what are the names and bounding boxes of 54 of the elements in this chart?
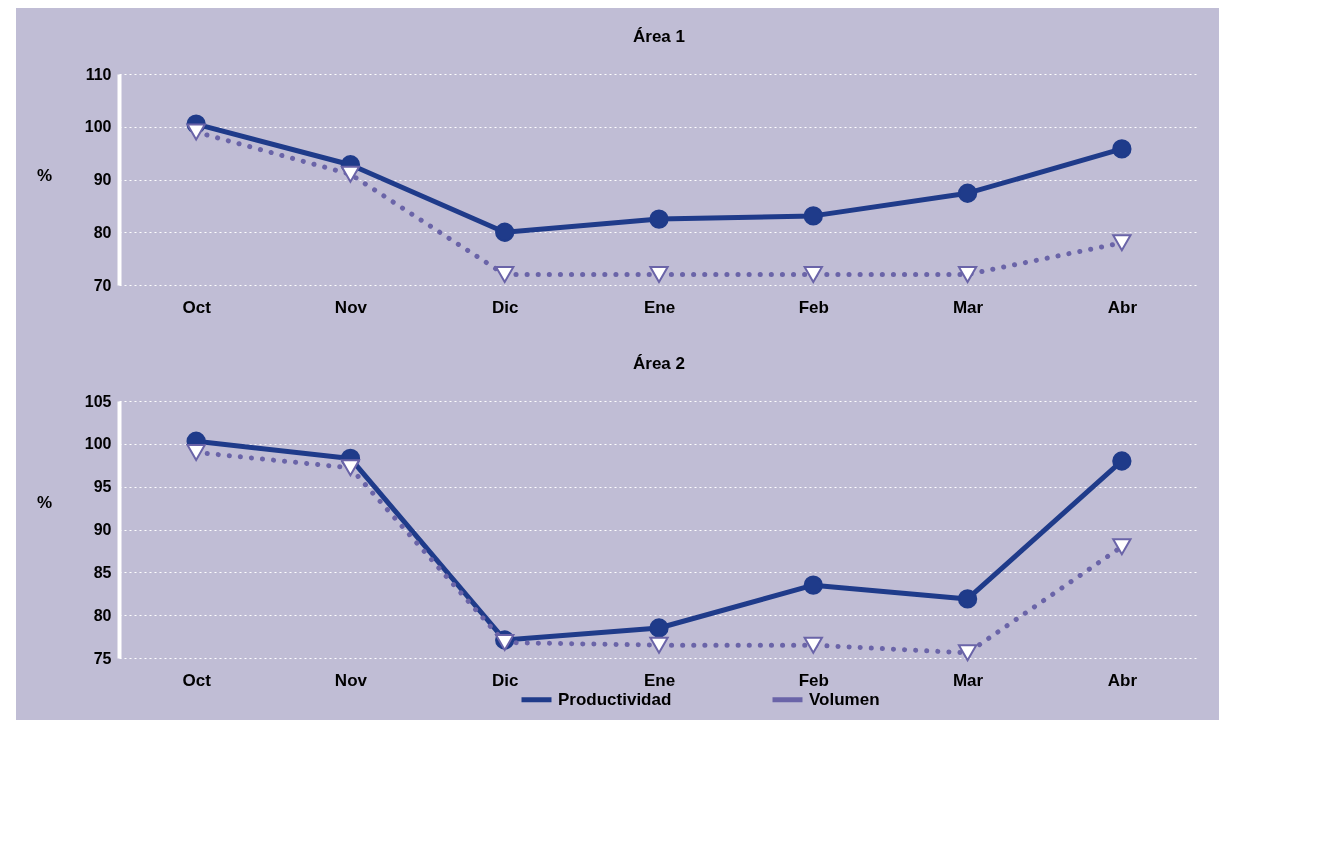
x-tick-label: Nov [334, 297, 368, 317]
y-tick-label: 85 [93, 563, 112, 581]
point [803, 265, 823, 283]
x-tick-label: Abr [1107, 670, 1138, 690]
x-tick-label: Ene [643, 670, 676, 690]
y-tick-label: 100 [84, 435, 112, 453]
point [649, 209, 669, 229]
y-axis-title: % [36, 165, 53, 185]
y-tick-label: 105 [84, 392, 112, 410]
y-tick-label: 110 [85, 65, 112, 83]
x-tick-label: Dic [491, 670, 519, 690]
point [649, 618, 669, 638]
point [649, 265, 669, 283]
x-tick-label: Mar [952, 670, 984, 690]
legend-label: Productividad [558, 689, 672, 709]
x-tick-label: Feb [798, 297, 829, 317]
point [186, 443, 206, 461]
y-axis-title: % [36, 492, 53, 512]
chart-title: Área 1 [633, 27, 685, 46]
y-tick-label: 95 [93, 478, 112, 496]
point [803, 206, 823, 226]
x-tick-label: Oct [182, 297, 212, 317]
x-tick-label: Mar [952, 297, 984, 317]
y-tick-label: 70 [93, 276, 112, 294]
x-tick-label: Dic [491, 297, 519, 317]
point [957, 589, 978, 609]
point [1112, 538, 1132, 556]
point [495, 265, 515, 283]
point [495, 222, 515, 242]
point [1112, 451, 1132, 471]
x-tick-label: Feb [798, 670, 829, 690]
chart-title: Área 2 [633, 354, 685, 373]
point [186, 123, 206, 141]
x-tick-label: Nov [334, 670, 368, 690]
point [957, 183, 978, 203]
point [957, 265, 978, 283]
point [340, 459, 361, 477]
point [340, 165, 361, 183]
y-tick-label: 80 [93, 223, 112, 241]
point [803, 636, 823, 654]
y-tick-label: 75 [93, 649, 112, 667]
point [649, 636, 669, 654]
point [1112, 234, 1132, 252]
y-tick-label: 90 [93, 521, 112, 538]
x-tick-label: Ene [643, 297, 676, 317]
point [803, 575, 823, 595]
legend-label: Volumen [809, 689, 880, 709]
y-tick-label: 90 [93, 171, 112, 188]
y-tick-label: 80 [93, 606, 112, 624]
point [957, 644, 978, 662]
x-tick-label: Abr [1107, 297, 1138, 317]
point [1112, 139, 1132, 159]
y-tick-label: 100 [84, 118, 112, 136]
x-tick-label: Oct [182, 670, 212, 690]
